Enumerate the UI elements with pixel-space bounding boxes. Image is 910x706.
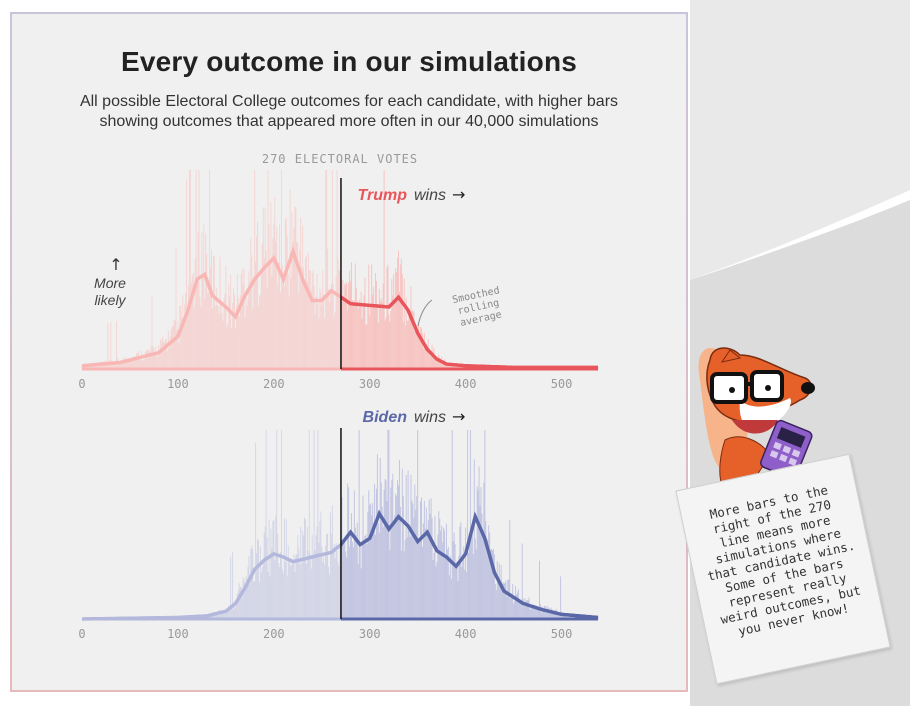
biden-tick-label: 300 xyxy=(359,627,381,641)
trump-tick-label: 200 xyxy=(263,377,285,391)
more-likely-line2: likely xyxy=(94,292,126,308)
threshold-label: 270 ELECTORAL VOTES xyxy=(262,152,418,166)
trump-chart: 0 100 200 300 400 500 xyxy=(78,170,599,391)
biden-tick-label: 100 xyxy=(167,627,189,641)
trump-tick-label: 400 xyxy=(455,377,477,391)
more-likely-annotation: ↑ More likely xyxy=(94,255,127,308)
trump-tick-label: 0 xyxy=(78,377,85,391)
biden-name: Biden xyxy=(363,409,408,426)
chart-subtitle: All possible Electoral College outcomes … xyxy=(79,93,619,130)
glasses-left-lens xyxy=(710,372,748,404)
biden-wins-label: Biden wins → xyxy=(363,407,466,426)
more-likely-line1: More xyxy=(94,275,126,291)
note-text: More bars to the right of the 270 line m… xyxy=(706,482,863,639)
biden-arrow-icon: → xyxy=(452,407,465,426)
trump-smoothed-line-lose xyxy=(81,246,341,368)
biden-tick-label: 500 xyxy=(551,627,573,641)
smoothed-pointer xyxy=(417,299,433,327)
trump-tick-label: 300 xyxy=(359,377,381,391)
trump-tick-label: 500 xyxy=(551,377,573,391)
trump-wins-label: Trump wins → xyxy=(358,185,466,204)
trump-name: Trump xyxy=(358,187,408,204)
biden-tick-label: 0 xyxy=(78,627,85,641)
trump-wins-text: wins xyxy=(414,187,446,204)
trump-bars xyxy=(81,170,599,369)
trump-arrow-icon: → xyxy=(452,185,465,204)
trump-smoothed-line-win xyxy=(340,294,598,370)
up-arrow-icon: ↑ xyxy=(109,255,122,274)
biden-tick-label: 200 xyxy=(263,627,285,641)
biden-tick-label: 400 xyxy=(455,627,477,641)
biden-wins-text: wins xyxy=(414,409,446,426)
trump-tick-label: 100 xyxy=(167,377,189,391)
smoothed-average-annotation: Smoothed rolling average xyxy=(451,285,502,329)
page-title: Every outcome in our simulations xyxy=(120,46,578,77)
biden-bars xyxy=(82,430,599,619)
biden-smoothed-line-win xyxy=(340,509,599,620)
biden-chart: 0 100 200 300 400 500 xyxy=(78,428,599,641)
